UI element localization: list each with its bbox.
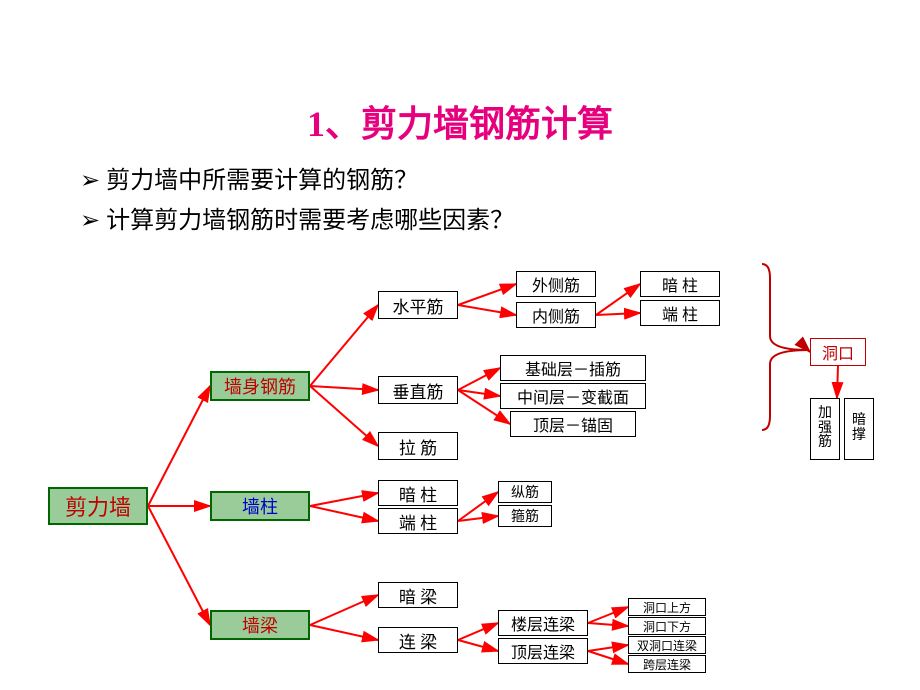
node-ncj: 内侧筋 — [516, 302, 596, 328]
node-jqj: 加 强 筋 — [810, 398, 840, 460]
arrow — [458, 516, 498, 521]
node-zj: 纵筋 — [498, 481, 552, 503]
node-dksf: 洞口上方 — [628, 598, 706, 616]
node-wcj: 外侧筋 — [516, 271, 596, 297]
node-lcll: 楼层连梁 — [498, 610, 588, 636]
arrow — [837, 366, 838, 398]
bullet-1-text: 剪力墙中所需要计算的钢筋？ — [106, 168, 418, 194]
bullet-marker-icon: ➢ — [80, 166, 100, 195]
arrow — [458, 623, 498, 640]
node-dk: 洞口 — [810, 338, 866, 366]
arrow — [310, 506, 378, 521]
brace — [762, 264, 808, 430]
node-dz2: 端 柱 — [378, 508, 458, 534]
arrow — [458, 368, 500, 390]
bullet-2-text: 计算剪力墙钢筋时需要考虑哪些因素？ — [106, 208, 514, 234]
arrow — [310, 493, 378, 506]
node-czj: 垂直筋 — [378, 376, 458, 404]
node-root: 剪力墙 — [48, 487, 148, 525]
node-dcc: 顶层－锚固 — [510, 411, 636, 437]
arrow — [588, 607, 628, 623]
arrow — [596, 284, 640, 315]
arrow — [458, 305, 516, 315]
arrow — [148, 506, 210, 625]
arrow — [458, 640, 498, 651]
node-jcc: 基础层－插筋 — [500, 355, 646, 381]
arrow — [310, 386, 378, 390]
arrow — [148, 386, 210, 506]
bullet-1: ➢剪力墙中所需要计算的钢筋？ — [80, 160, 418, 195]
node-az1: 暗 柱 — [640, 271, 720, 297]
arrow — [310, 386, 378, 446]
node-lj: 拉 筋 — [378, 432, 458, 460]
node-ac: 暗 撑 — [844, 398, 874, 460]
arrow — [458, 284, 516, 305]
node-dz1: 端 柱 — [640, 300, 720, 326]
node-dcll: 顶层连梁 — [498, 638, 588, 664]
arrow — [310, 305, 378, 386]
arrow — [596, 313, 640, 315]
arrow — [588, 645, 628, 651]
node-qsg: 墙身钢筋 — [210, 371, 310, 401]
arrow — [588, 623, 628, 626]
arrow — [310, 625, 378, 640]
arrow — [310, 595, 378, 625]
bullet-marker-icon: ➢ — [80, 206, 100, 235]
node-zjc: 中间层－变截面 — [500, 383, 646, 409]
node-kcll: 跨层连梁 — [628, 655, 706, 673]
node-al: 暗 梁 — [378, 582, 458, 608]
arrow — [458, 492, 498, 521]
node-spj: 水平筋 — [378, 291, 458, 319]
node-dkxf: 洞口下方 — [628, 617, 706, 635]
node-ll: 连 梁 — [378, 627, 458, 653]
node-gj: 箍筋 — [498, 505, 552, 527]
node-ql: 墙梁 — [210, 610, 310, 640]
arrow — [458, 390, 500, 396]
node-sdkll: 双洞口连梁 — [628, 636, 706, 654]
bullet-2: ➢计算剪力墙钢筋时需要考虑哪些因素？ — [80, 200, 514, 235]
node-qz: 墙柱 — [210, 491, 310, 521]
page-title: 1、剪力墙钢筋计算 — [0, 95, 920, 147]
node-az2: 暗 柱 — [378, 480, 458, 506]
arrow — [588, 651, 628, 664]
